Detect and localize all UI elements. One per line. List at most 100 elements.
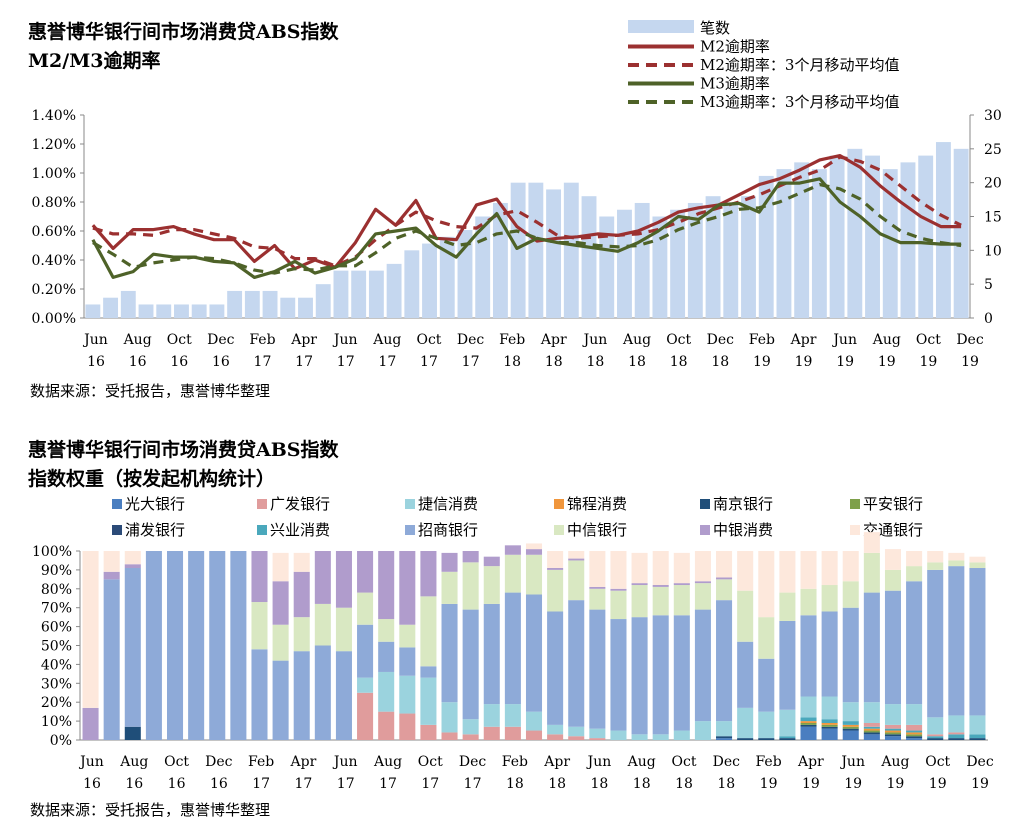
chart1-right-tick-label: 20 bbox=[984, 176, 1002, 192]
chart2-bar-segment bbox=[420, 551, 437, 597]
chart1-bar bbox=[244, 290, 260, 318]
chart2-bar-segment bbox=[652, 551, 669, 586]
chart2-bar-segment bbox=[335, 551, 352, 608]
chart2-bar-segment bbox=[483, 566, 500, 604]
legend-swatch-bars bbox=[628, 20, 694, 33]
chart2-bar-segment bbox=[610, 551, 627, 589]
chart2-legend-label: 锦程消费 bbox=[567, 495, 627, 513]
chart2-bar-segment bbox=[589, 551, 606, 587]
chart1-x-year-label: 17 bbox=[378, 354, 396, 370]
chart2-bar-segment bbox=[293, 571, 310, 618]
chart1-x-year-label: 16 bbox=[170, 354, 188, 370]
chart2-bar-segment bbox=[103, 579, 120, 740]
chart1-bar bbox=[156, 304, 172, 318]
chart2-bar-segment bbox=[716, 600, 733, 722]
chart2-bar-segment bbox=[948, 715, 965, 733]
chart2-bar-segment bbox=[631, 583, 648, 586]
chart2-bar-segment bbox=[800, 721, 817, 723]
chart2-bar-segment bbox=[906, 738, 923, 740]
chart2-x-year-label: 18 bbox=[506, 776, 524, 792]
chart1-left-tick-label: 0.20% bbox=[32, 282, 76, 298]
chart2-bar-segment bbox=[800, 588, 817, 616]
chart2-bar-segment bbox=[441, 732, 458, 740]
chart2-bar-segment bbox=[927, 562, 944, 570]
chart2-bar-segment bbox=[821, 722, 838, 725]
chart2-bar-segment bbox=[251, 551, 268, 603]
chart2-x-month-label: Feb bbox=[502, 754, 528, 770]
chart1-line-m3-ma bbox=[92, 183, 962, 275]
chart2-bar-segment bbox=[927, 734, 944, 737]
chart1-x-year-label: 19 bbox=[836, 354, 854, 370]
chart2-bar-segment bbox=[842, 607, 859, 703]
chart1-x-year-label: 17 bbox=[337, 354, 355, 370]
chart2-bar-segment bbox=[568, 560, 585, 601]
chart2-x-month-label: Dec bbox=[459, 754, 487, 770]
chart2-bar-segment bbox=[969, 715, 986, 735]
chart2-bar-segment bbox=[441, 552, 458, 572]
legend-label: M3逾期率 bbox=[700, 75, 770, 93]
chart2-bar-segment bbox=[124, 568, 141, 727]
legend-label: M3逾期率：3个月移动平均值 bbox=[700, 93, 899, 111]
chart2-bar-segment bbox=[821, 551, 838, 586]
chart2-bar-segment bbox=[610, 730, 627, 740]
chart2-legend-label: 浦发银行 bbox=[125, 521, 185, 539]
chart2-bar-segment bbox=[568, 726, 585, 737]
chart2-bar-segment bbox=[399, 647, 416, 676]
chart2-bar-segment bbox=[610, 619, 627, 731]
chart2-legend-swatch bbox=[554, 499, 564, 509]
chart1-bar bbox=[794, 162, 810, 318]
chart1-right-tick-label: 30 bbox=[984, 108, 1002, 124]
chart2-legend-swatch bbox=[405, 499, 415, 509]
chart2-y-tick-label: 40% bbox=[41, 657, 72, 673]
chart2-bar-segment bbox=[694, 583, 711, 610]
chart2-bar-segment bbox=[251, 649, 268, 740]
chart1-x-year-label: 17 bbox=[420, 354, 438, 370]
chart2-bar-segment bbox=[568, 736, 585, 740]
chart1-x-month-label: Apr bbox=[540, 332, 567, 348]
chart2-x-month-label: Jun bbox=[78, 754, 104, 770]
chart2-bar-segment bbox=[779, 738, 796, 740]
chart2-bar-segment bbox=[525, 549, 543, 555]
chart2-bar-segment bbox=[821, 696, 838, 720]
chart2-bar-segment bbox=[779, 592, 796, 621]
chart2-bar-segment bbox=[652, 734, 669, 740]
chart2-x-month-label: Apr bbox=[543, 754, 570, 770]
chart1-x-year-label: 19 bbox=[919, 354, 937, 370]
chart2-x-year-label: 16 bbox=[168, 776, 186, 792]
chart2-bar-segment bbox=[906, 551, 923, 567]
chart1-x-year-label: 18 bbox=[670, 354, 688, 370]
chart2-x-year-label: 18 bbox=[548, 776, 566, 792]
chart2-legend-swatch bbox=[257, 499, 267, 509]
chart2-bar-segment bbox=[884, 734, 902, 737]
chart2-bar-segment bbox=[420, 677, 437, 725]
chart1-bar bbox=[103, 297, 119, 318]
chart2-bar-segment bbox=[800, 615, 817, 697]
chart1-bar bbox=[811, 169, 827, 318]
chart1-x-month-label: Dec bbox=[457, 332, 485, 348]
chart2-bar-segment bbox=[504, 726, 521, 740]
legend-label: M2逾期率：3个月移动平均值 bbox=[700, 56, 899, 74]
chart2-bar-segment bbox=[525, 554, 543, 595]
chart1-x-month-label: Jun bbox=[582, 332, 608, 348]
chart2-x-year-label: 16 bbox=[125, 776, 143, 792]
chart1-bar bbox=[634, 202, 650, 318]
chart1-x-year-label: 17 bbox=[295, 354, 313, 370]
chart1-x-year-label: 16 bbox=[87, 354, 105, 370]
chart2-bar-segment bbox=[568, 558, 585, 561]
chart1-bar bbox=[280, 297, 296, 318]
chart2-bar-segment bbox=[547, 724, 564, 735]
chart2-bar-segment bbox=[525, 543, 543, 550]
chart2-legend-swatch bbox=[850, 525, 860, 535]
chart2-bar-segment bbox=[631, 617, 648, 735]
chart2-bar-segment bbox=[863, 730, 880, 733]
chart2-bar-segment bbox=[589, 738, 606, 740]
chart2-bar-segment bbox=[547, 569, 564, 612]
chart2-bar-segment bbox=[694, 581, 711, 584]
chart2-bar-segment bbox=[272, 624, 289, 661]
chart1-x-month-label: Dec bbox=[707, 332, 735, 348]
chart2-bar-segment bbox=[420, 596, 437, 667]
chart1-right-tick-label: 15 bbox=[984, 210, 1002, 226]
chart1-subtitle: M2/M3逾期率 bbox=[28, 49, 160, 72]
chart1-bar bbox=[829, 155, 845, 318]
chart2-bar-segment bbox=[504, 704, 521, 727]
